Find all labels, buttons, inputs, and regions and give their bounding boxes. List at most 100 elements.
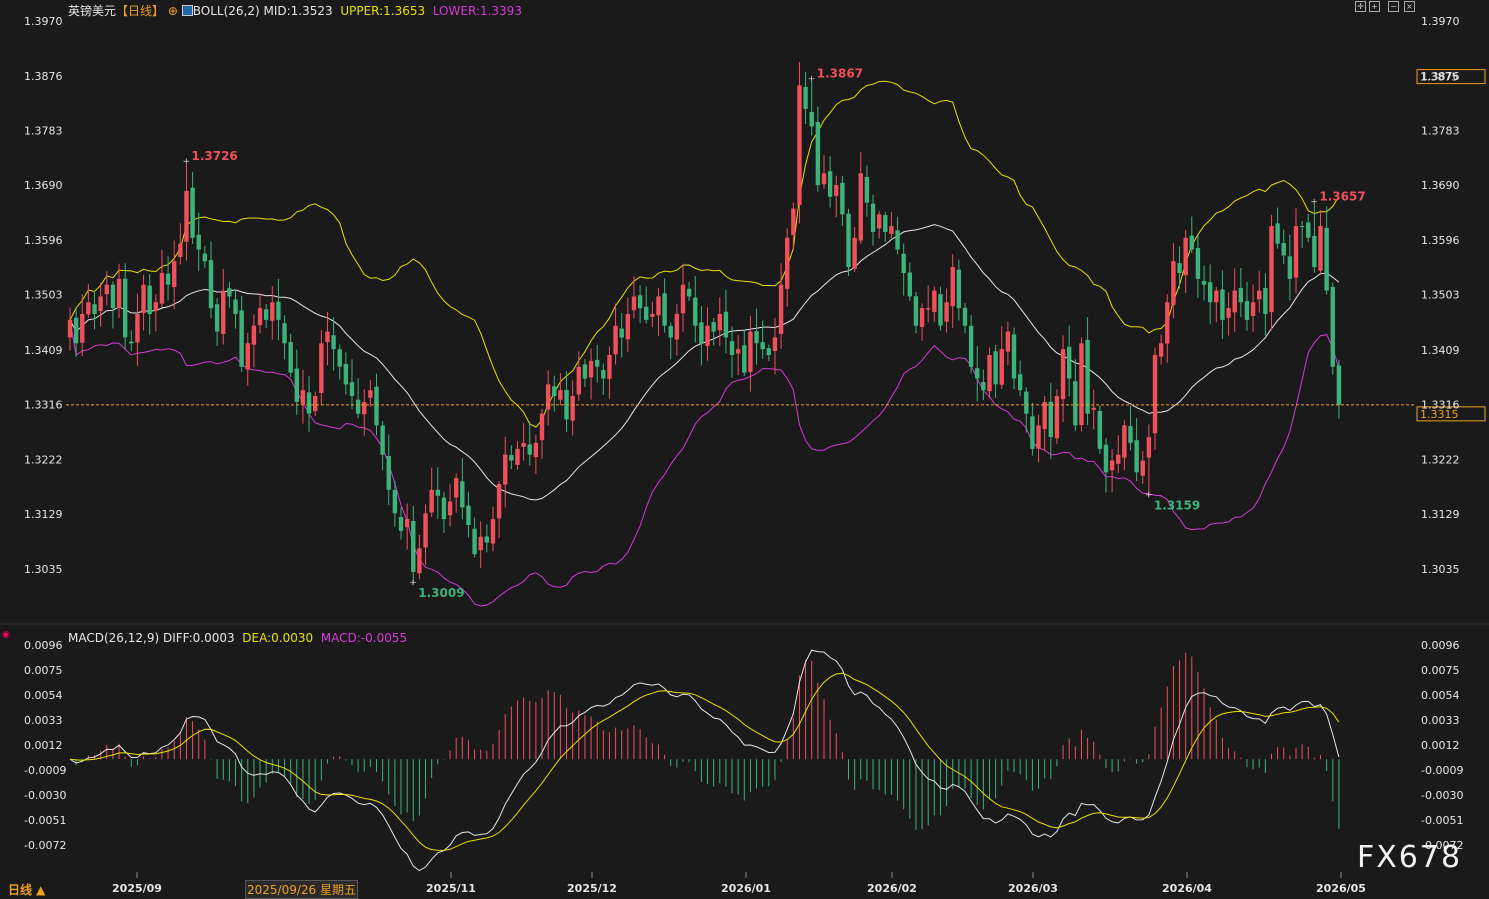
crosshair-icon[interactable]: ✛ [1355, 1, 1366, 12]
candle-body [1330, 287, 1335, 367]
candle-body [637, 295, 643, 309]
candle-body [221, 290, 226, 334]
candle-body [1269, 226, 1274, 313]
candle-body [86, 302, 91, 315]
candle-body [778, 284, 784, 334]
candle-body [122, 278, 128, 338]
candle-body [932, 290, 937, 312]
macd-tick-left: -0.0051 [24, 814, 66, 827]
close-icon[interactable]: × [1404, 1, 1415, 12]
candle-body [588, 360, 594, 378]
y-tick-left: 1.3970 [24, 15, 63, 28]
candle-body [754, 331, 759, 344]
candle-body [901, 253, 906, 273]
upper-price-tag: 1.3875 [1420, 71, 1459, 84]
macd-diff: DIFF:0.0003 [162, 631, 235, 645]
candle-body [680, 284, 686, 314]
candle-body [1085, 339, 1090, 414]
candle-body [1024, 391, 1029, 414]
candle-body [67, 319, 73, 338]
macd-tick-right: -0.0072 [1421, 839, 1463, 852]
macd-tick-right: 0.0075 [1421, 664, 1460, 677]
extreme-marker: + [1310, 197, 1318, 207]
period-button[interactable]: 日线 ▲ [8, 883, 46, 897]
candle-body [1158, 343, 1164, 357]
candle-body [147, 285, 152, 314]
candle-body [674, 314, 680, 340]
candle-body [1005, 331, 1011, 352]
candle-body [233, 299, 238, 314]
settings-icon[interactable]: ⊕ [167, 4, 178, 18]
candle-body [913, 296, 919, 326]
macd-tick-right: 0.0012 [1421, 739, 1460, 752]
boll-lower: LOWER:1.3393 [432, 4, 522, 18]
candle-body [858, 173, 863, 241]
watermark-logo: FX678 [1357, 840, 1463, 875]
candle-body [594, 359, 600, 367]
y-tick-left: 1.3596 [24, 234, 63, 247]
candle-body [1134, 440, 1139, 473]
candle-body [791, 208, 796, 235]
candle-body [613, 325, 618, 355]
x-tick-label: 2026/02 [867, 882, 917, 895]
y-tick-left: 1.3503 [24, 289, 63, 302]
candle-body [153, 302, 159, 311]
candle-body [1324, 228, 1329, 291]
zoom-out-icon[interactable]: − [1388, 1, 1399, 12]
candle-body [999, 349, 1004, 385]
candle-body [202, 253, 208, 262]
candle-body [1214, 290, 1219, 303]
candle-body [1226, 308, 1231, 318]
candle-body [729, 341, 735, 356]
y-tick-right: 1.3316 [1421, 398, 1460, 411]
macd-marker-icon[interactable]: ◉ [2, 630, 10, 640]
candle-body [509, 454, 514, 461]
candle-body [441, 497, 447, 520]
candle-body [380, 425, 385, 455]
zoom-in-icon[interactable]: + [1369, 1, 1380, 12]
candle-body [282, 323, 287, 344]
candle-body [821, 173, 827, 185]
macd-tick-left: -0.0030 [24, 789, 66, 802]
macd-dea-line [69, 672, 1340, 851]
y-tick-right: 1.3783 [1421, 125, 1460, 138]
macd-panel[interactable] [69, 649, 1340, 872]
candle-body [1207, 282, 1213, 303]
candle-body [576, 366, 581, 395]
candle-body [533, 442, 539, 457]
candle-body [944, 302, 949, 322]
candle-body [227, 288, 232, 297]
candle-body [993, 351, 998, 385]
candle-body [1336, 365, 1342, 405]
candle-body [503, 454, 508, 485]
candle-body [319, 343, 324, 393]
candle-body [968, 325, 974, 367]
candle-body [956, 269, 962, 309]
candle-body [1318, 226, 1323, 271]
candle-body [975, 368, 980, 379]
price-panel[interactable]: +1.3726+1.3009+ 1.3867+1.3159+ 1.36571.387… [66, 61, 1486, 607]
candle-body [423, 513, 428, 548]
candle-body [159, 272, 165, 304]
period-label[interactable]: 【日线】 [116, 4, 165, 18]
candle-body [760, 342, 765, 350]
candle-body [1042, 401, 1047, 430]
macd-tick-left: 0.0096 [24, 639, 63, 652]
candle-body [1036, 425, 1041, 449]
last-price-tag-bg [1416, 406, 1486, 422]
candle-body [80, 314, 85, 343]
candle-body [625, 314, 631, 340]
candle-body [1116, 454, 1121, 464]
candle-body [883, 215, 888, 232]
candle-body [1201, 281, 1207, 285]
candle-body [1195, 248, 1201, 279]
indicator-icon[interactable] [181, 5, 193, 16]
y-tick-right: 1.3596 [1421, 234, 1460, 247]
candle-body [650, 314, 655, 317]
y-tick-right: 1.3876 [1421, 70, 1460, 83]
candle-body [368, 390, 373, 398]
x-tick-label: 2025/09 [112, 882, 162, 895]
candle-body [355, 399, 361, 414]
candle-body [257, 308, 263, 326]
